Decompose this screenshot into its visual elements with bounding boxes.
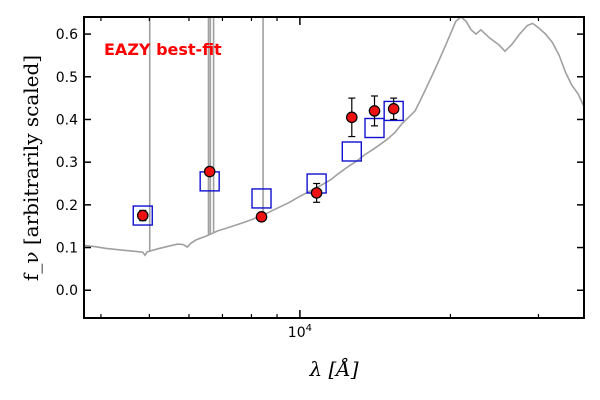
x-tick-label-0: 104 <box>288 323 312 341</box>
model-box-0 <box>132 205 153 226</box>
observed-photometry-layer <box>136 95 400 223</box>
y-tick-label-2: 0.2 <box>56 198 78 214</box>
y-tick-label-6: 0.6 <box>56 27 78 43</box>
y-axis-label: f_ν [arbitrarily scaled] <box>19 55 43 281</box>
model-box-2 <box>251 188 272 209</box>
emission-lines-layer <box>148 17 264 252</box>
observed-point-4 <box>346 111 358 124</box>
observed-point-2 <box>255 211 268 223</box>
observed-point-6 <box>387 102 400 115</box>
plot-background <box>84 17 584 318</box>
y-tick-label-4: 0.4 <box>56 112 78 128</box>
y-tick-label-0: 0.0 <box>56 283 78 299</box>
observed-point-0 <box>136 209 149 222</box>
axes-layer: 0.0 0.1 0.2 0.3 0.4 0.5 0.6 104 <box>56 16 585 341</box>
x-axis-label: λ [Å] <box>308 356 358 381</box>
template-spectrum-layer <box>84 17 584 257</box>
y-tick-label-3: 0.3 <box>56 155 78 171</box>
y-tick-label-1: 0.1 <box>56 241 78 257</box>
template-spectrum-line <box>84 17 584 257</box>
annotation-eazy-best-fit: EAZY best-fit <box>104 40 222 59</box>
observed-point-1 <box>203 165 216 178</box>
plot-frame <box>83 16 585 319</box>
model-box-4 <box>341 141 363 162</box>
observed-point-5 <box>368 105 381 117</box>
y-tick-label-5: 0.5 <box>56 70 78 86</box>
observed-point-3 <box>310 187 323 199</box>
